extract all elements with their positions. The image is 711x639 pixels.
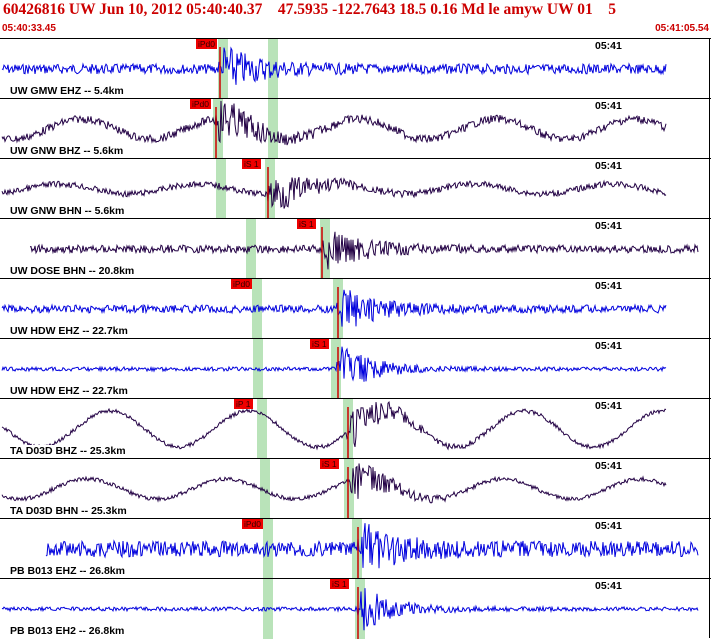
waveform-plot xyxy=(1,99,667,159)
phase-pick-label[interactable]: iS 1 xyxy=(297,219,316,229)
p-window xyxy=(257,399,267,459)
seismogram-panel[interactable]: iS 1 05:41 PB B013 EH2 -- 26.8km xyxy=(0,578,711,639)
station-label: UW GMW EHZ -- 5.4km xyxy=(9,85,125,97)
waveform-plot xyxy=(1,339,667,399)
waveform-trace xyxy=(1,46,667,85)
p-window xyxy=(253,339,263,399)
end-time: 05:41:05.54 xyxy=(655,23,709,34)
waveform-trace xyxy=(1,463,667,504)
phase-pick-label[interactable]: iPd0 xyxy=(242,519,264,529)
station-label: TA D03D BHZ -- 25.3km xyxy=(9,445,127,457)
station-label: UW HDW EHZ -- 22.7km xyxy=(9,325,129,337)
waveform-trace xyxy=(45,523,699,569)
waveform-trace xyxy=(1,346,667,382)
time-label: 05:41 xyxy=(594,400,623,412)
phase-pick-label[interactable]: iPd0 xyxy=(231,279,253,289)
station-label: UW DOSE BHN -- 20.8km xyxy=(9,265,136,277)
seismogram-panel[interactable]: iS 1 05:41 TA D03D BHN -- 25.3km xyxy=(0,458,711,519)
seismogram-panel[interactable]: iPd0 05:41 UW HDW EHZ -- 22.7km xyxy=(0,278,711,339)
station-label: TA D03D BHN -- 25.3km xyxy=(9,505,128,517)
event-header: 60426816 UW Jun 10, 2012 05:40:40.37 47.… xyxy=(0,0,711,38)
phase-pick-label[interactable]: iS 1 xyxy=(242,159,261,169)
seismogram-panel[interactable]: iPd0 05:41 UW GNW BHZ -- 5.6km xyxy=(0,98,711,159)
waveform-trace xyxy=(1,100,667,146)
time-label: 05:41 xyxy=(594,100,623,112)
phase-pick-label[interactable]: iP 1 xyxy=(234,399,253,409)
waveform-trace xyxy=(29,231,699,270)
waveform-plot xyxy=(1,579,699,639)
seismogram-panel[interactable]: iPd0 05:41 UW GMW EHZ -- 5.4km xyxy=(0,38,711,99)
phase-pick-label[interactable]: iPd0 xyxy=(196,39,218,49)
station-label: UW GNW BHZ -- 5.6km xyxy=(9,145,125,157)
s-window xyxy=(268,99,278,159)
right-border xyxy=(709,38,710,638)
time-label: 05:41 xyxy=(594,340,623,352)
time-label: 05:41 xyxy=(594,40,623,52)
p-window xyxy=(260,459,270,519)
time-label: 05:41 xyxy=(594,520,623,532)
time-label: 05:41 xyxy=(594,160,623,172)
waveform-plot xyxy=(1,459,667,519)
waveform-plot xyxy=(1,279,667,339)
seismogram-panels: iPd0 05:41 UW GMW EHZ -- 5.4km iPd0 05:41 UW … xyxy=(0,38,711,639)
waveform-plot xyxy=(45,519,699,579)
station-label: UW HDW EHZ -- 22.7km xyxy=(9,385,129,397)
waveform-trace xyxy=(1,289,667,327)
seismogram-panel[interactable]: iS 1 05:41 UW HDW EHZ -- 22.7km xyxy=(0,338,711,399)
p-window xyxy=(263,519,273,579)
time-label: 05:41 xyxy=(594,460,623,472)
time-label: 05:41 xyxy=(594,580,623,592)
seismogram-panel[interactable]: iS 1 05:41 UW GNW BHN -- 5.6km xyxy=(0,158,711,219)
p-window xyxy=(263,579,273,639)
phase-pick-label[interactable]: iS 1 xyxy=(330,579,349,589)
station-label: PB B013 EHZ -- 26.8km xyxy=(9,565,126,577)
waveform-plot xyxy=(1,399,667,459)
seismogram-panel[interactable]: iPd0 05:41 PB B013 EHZ -- 26.8km xyxy=(0,518,711,579)
waveform-trace xyxy=(1,177,667,209)
waveform-plot xyxy=(1,39,667,99)
station-label: UW GNW BHN -- 5.6km xyxy=(9,205,126,217)
time-label: 05:41 xyxy=(594,220,623,232)
waveform-trace xyxy=(1,400,667,451)
start-time: 05:40:33.45 xyxy=(2,23,56,34)
time-label: 05:41 xyxy=(594,280,623,292)
waveform-plot xyxy=(29,219,699,279)
s-window xyxy=(344,459,354,519)
seismogram-panel[interactable]: iS 1 05:41 UW DOSE BHN -- 20.8km xyxy=(0,218,711,279)
p-window xyxy=(216,159,226,219)
seismogram-panel[interactable]: iP 1 05:41 TA D03D BHZ -- 25.3km xyxy=(0,398,711,459)
p-window xyxy=(252,279,262,339)
phase-pick-label[interactable]: iPd0 xyxy=(190,99,212,109)
waveform-plot xyxy=(1,159,667,219)
s-window xyxy=(320,219,330,279)
p-window xyxy=(246,219,256,279)
phase-pick-label[interactable]: iS 1 xyxy=(310,339,329,349)
phase-pick-label[interactable]: iS 1 xyxy=(320,459,339,469)
waveform-trace xyxy=(1,588,699,631)
station-label: PB B013 EH2 -- 26.8km xyxy=(9,625,126,637)
event-title: 60426816 UW Jun 10, 2012 05:40:40.37 47.… xyxy=(3,1,616,18)
